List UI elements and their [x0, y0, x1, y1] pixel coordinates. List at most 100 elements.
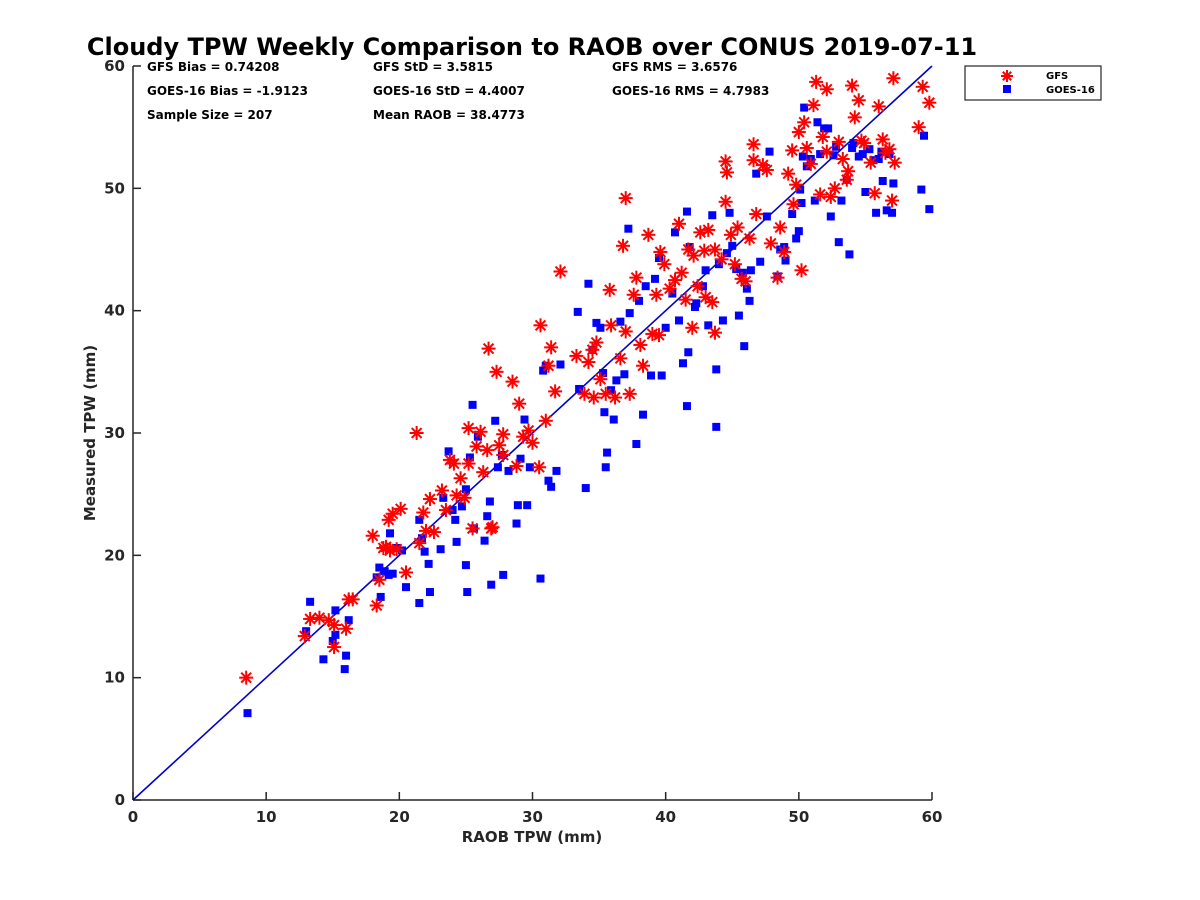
goes16-point	[243, 709, 252, 718]
goes16-point	[461, 485, 470, 494]
goes16-point	[468, 400, 477, 409]
goes16-point	[607, 386, 616, 395]
y-tick-label: 40	[104, 302, 125, 320]
gfs-point	[532, 460, 547, 475]
goes16-point	[655, 254, 664, 263]
gfs-point	[697, 243, 712, 258]
x-tick-label: 0	[128, 808, 138, 826]
gfs-point	[525, 435, 540, 450]
goes16-point	[920, 131, 929, 140]
gfs-point	[791, 125, 806, 140]
legend-label-gfs: GFS	[1046, 71, 1068, 82]
gfs-point	[485, 520, 500, 535]
goes16-point	[657, 371, 666, 380]
legend: GFS GOES-16	[964, 65, 1102, 101]
gfs-point	[297, 629, 312, 644]
goes16-point	[712, 422, 721, 431]
goes16-point	[552, 466, 561, 475]
goes16-point	[877, 147, 886, 156]
goes16-point	[331, 630, 340, 639]
goes16-point	[837, 196, 846, 205]
gfs-point	[633, 337, 648, 352]
goes16-point	[722, 249, 731, 258]
y-tick-label: 60	[104, 57, 125, 75]
goes16-point	[465, 453, 474, 462]
goes16-point	[745, 296, 754, 305]
goes16-point	[536, 574, 545, 583]
y-tick-label: 10	[104, 669, 125, 687]
goes16-point	[504, 466, 513, 475]
goes16-point	[539, 366, 548, 375]
gfs-point	[512, 396, 527, 411]
goes16-point	[738, 268, 747, 277]
goes16-point	[708, 211, 717, 220]
goes16-point	[556, 360, 565, 369]
goes16-point	[499, 570, 508, 579]
goes16-point	[512, 519, 521, 528]
goes16-point	[802, 162, 811, 171]
gfs-point	[857, 136, 872, 151]
gfs-point	[602, 282, 617, 297]
gfs-point	[622, 386, 637, 401]
goes16-point	[639, 410, 648, 419]
gfs-point	[707, 325, 722, 340]
goes16-point	[661, 323, 670, 332]
goes16-point	[872, 208, 881, 217]
goes16-point	[485, 497, 494, 506]
gfs-point	[875, 132, 890, 147]
goes16-point	[848, 143, 857, 152]
goes16-point	[781, 256, 790, 265]
gfs-point	[541, 358, 556, 373]
gfs-point	[434, 483, 449, 498]
goes16-point	[342, 651, 351, 660]
gfs-point	[759, 162, 774, 177]
gfs-point	[652, 328, 667, 343]
gfs-point	[667, 273, 682, 288]
goes16-point	[375, 563, 384, 572]
gfs-point	[719, 165, 734, 180]
y-tick-label: 30	[104, 424, 125, 442]
gfs-point	[438, 503, 453, 518]
gfs-point	[416, 505, 431, 520]
gfs-point	[385, 506, 400, 521]
legend-gfs-asterisk	[1001, 70, 1013, 82]
gfs-point	[799, 140, 814, 155]
data-points	[239, 71, 937, 718]
goes16-point	[620, 370, 629, 379]
gfs-point	[586, 390, 601, 405]
gfs-point	[773, 220, 788, 235]
goes16-point	[581, 484, 590, 493]
gfs-point	[481, 341, 496, 356]
gfs-point	[785, 143, 800, 158]
goes16-point	[388, 569, 397, 578]
goes16-point	[516, 454, 525, 463]
gfs-point	[327, 618, 342, 633]
goes16-point	[463, 588, 472, 597]
goes16-point	[794, 227, 803, 236]
gfs-point	[871, 99, 886, 114]
goes16-point	[452, 537, 461, 546]
goes16-point	[746, 266, 755, 275]
goes16-point	[701, 266, 710, 275]
gfs-point	[845, 78, 860, 93]
goes16-point	[451, 515, 460, 524]
gfs-point	[789, 177, 804, 192]
gfs-point	[649, 287, 664, 302]
goes16-point	[424, 559, 433, 568]
goes16-point	[376, 592, 385, 601]
goes16-point	[625, 309, 634, 318]
legend-goes16-marker	[1003, 85, 1011, 93]
goes16-point	[682, 207, 691, 216]
x-tick-label: 20	[389, 808, 410, 826]
gfs-point	[794, 263, 809, 278]
goes16-point	[601, 463, 610, 472]
gfs-point	[727, 257, 742, 272]
gfs-point	[746, 137, 761, 152]
goes16-point	[816, 150, 825, 159]
goes16-point	[457, 502, 466, 511]
gfs-point	[749, 207, 764, 222]
gfs-point	[701, 222, 716, 237]
goes16-point	[861, 188, 870, 197]
gfs-point	[882, 142, 897, 157]
